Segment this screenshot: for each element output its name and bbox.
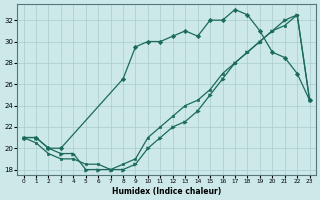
- X-axis label: Humidex (Indice chaleur): Humidex (Indice chaleur): [112, 187, 221, 196]
